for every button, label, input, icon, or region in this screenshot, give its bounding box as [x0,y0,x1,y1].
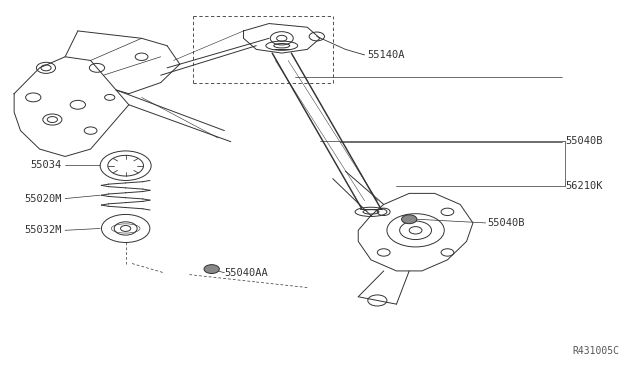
Text: 55040AA: 55040AA [225,268,268,278]
Circle shape [204,264,220,273]
Text: 55140A: 55140A [368,50,405,60]
Text: 55040B: 55040B [565,135,603,145]
Text: 56210K: 56210K [565,181,603,191]
Text: 55032M: 55032M [24,225,62,235]
Circle shape [401,215,417,224]
Text: R431005C: R431005C [573,346,620,356]
Text: 55034: 55034 [31,160,62,170]
Text: 55020M: 55020M [24,193,62,203]
Text: 55040B: 55040B [487,218,524,228]
